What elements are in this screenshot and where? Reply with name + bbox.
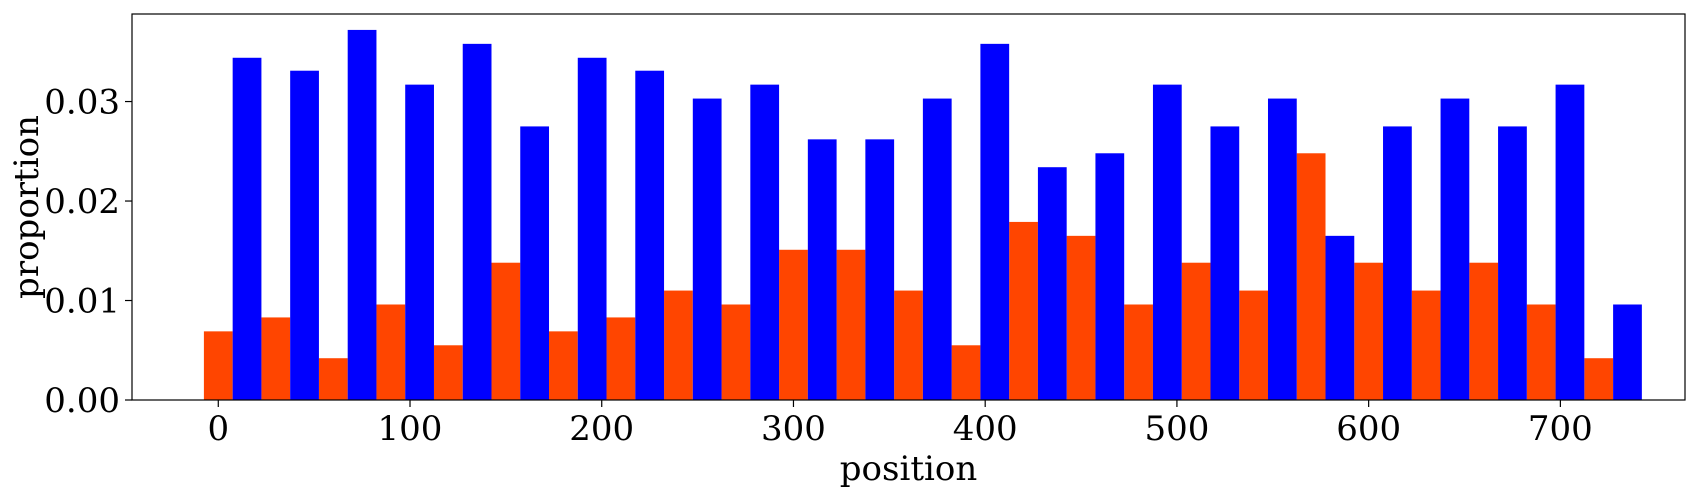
bar-series-2-7 [635, 70, 665, 401]
x-tick-label: 100 [378, 409, 443, 449]
y-tick-label: 0.01 [44, 282, 120, 322]
bar-series-1-9 [721, 304, 751, 400]
x-tick-label: 700 [1528, 409, 1593, 449]
x-tick-label: 200 [569, 409, 634, 449]
x-tick-label: 300 [761, 409, 826, 449]
bars-layer [203, 29, 1642, 401]
bar-series-2-13 [980, 43, 1010, 400]
bar-series-1-0 [203, 331, 233, 400]
bar-series-2-18 [1267, 98, 1297, 400]
bar-series-2-10 [807, 139, 837, 400]
x-tick-label: 400 [953, 409, 1018, 449]
bar-series-1-13 [951, 345, 981, 400]
bar-series-2-3 [405, 84, 434, 400]
y-tick-label: 0.00 [44, 381, 120, 421]
bar-series-2-6 [577, 57, 607, 401]
bar-series-2-16 [1152, 84, 1182, 400]
bar-series-2-11 [865, 139, 895, 400]
bar-series-2-19 [1325, 235, 1355, 400]
bar-series-2-22 [1498, 126, 1527, 400]
bar-series-2-5 [520, 126, 550, 400]
x-axis-label: position [840, 449, 977, 489]
bar-series-1-24 [1584, 358, 1614, 400]
bar-series-1-21 [1411, 290, 1441, 400]
bar-series-1-12 [894, 290, 923, 400]
bar-series-1-5 [491, 262, 521, 400]
bar-series-1-8 [664, 290, 693, 400]
bar-series-1-3 [376, 304, 406, 400]
bar-series-1-20 [1354, 262, 1384, 400]
bar-series-1-15 [1066, 235, 1096, 400]
bar-series-1-18 [1239, 290, 1268, 400]
bar-series-2-17 [1210, 126, 1240, 400]
y-tick-label: 0.03 [44, 83, 120, 123]
bar-series-2-20 [1383, 126, 1412, 400]
bar-series-1-14 [1009, 221, 1038, 400]
plot-frame [131, 13, 1686, 401]
bar-series-2-12 [922, 98, 952, 400]
bar-series-1-22 [1469, 262, 1499, 400]
bar-series-2-2 [347, 29, 377, 400]
bar-series-2-0 [232, 57, 262, 401]
bar-series-2-24 [1613, 304, 1642, 400]
bar-series-2-4 [462, 43, 492, 400]
y-tick-label: 0.02 [44, 182, 120, 222]
bar-series-1-17 [1181, 262, 1211, 400]
bar-series-2-9 [750, 84, 780, 400]
x-tick-label: 500 [1144, 409, 1209, 449]
bar-series-1-1 [261, 317, 291, 400]
bar-series-2-8 [692, 98, 722, 400]
bar-series-1-2 [318, 358, 348, 400]
bar-series-1-16 [1124, 304, 1153, 400]
bar-series-1-7 [606, 317, 636, 400]
bar-series-1-6 [549, 331, 578, 400]
bar-series-2-1 [290, 70, 319, 401]
bar-series-1-4 [433, 345, 463, 400]
bar-series-1-10 [779, 249, 808, 400]
bar-series-2-15 [1095, 153, 1125, 400]
bar-series-1-11 [836, 249, 866, 400]
bar-series-1-23 [1526, 304, 1556, 400]
bar-series-1-19 [1296, 153, 1326, 400]
bar-series-2-14 [1037, 167, 1067, 400]
x-tick-label: 0 [207, 409, 229, 449]
x-tick-label: 600 [1336, 409, 1401, 449]
y-axis-label: proportion [7, 115, 47, 299]
ticks-layer: 0 100 200 300 400 500 600 700 0.00 0.01 0.02 0.03 [44, 83, 1593, 449]
bar-series-2-21 [1440, 98, 1470, 400]
bar-series-2-23 [1555, 84, 1585, 400]
